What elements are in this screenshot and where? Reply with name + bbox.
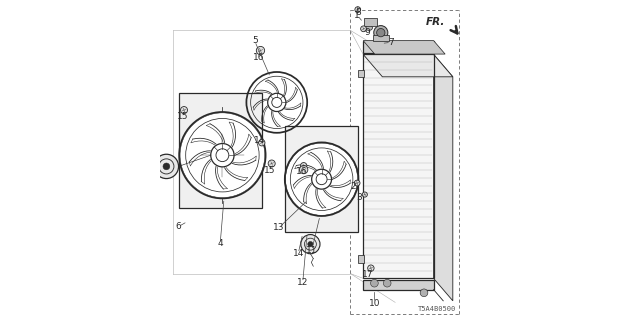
Bar <box>364 54 434 278</box>
Text: 16: 16 <box>253 53 264 62</box>
Text: 7: 7 <box>388 38 394 47</box>
Bar <box>358 70 364 77</box>
Bar <box>358 255 364 263</box>
Text: 14: 14 <box>254 136 266 145</box>
Bar <box>372 35 389 41</box>
Text: T5A4B0500: T5A4B0500 <box>418 306 456 312</box>
Circle shape <box>180 113 265 197</box>
Text: 16: 16 <box>296 167 307 176</box>
Circle shape <box>355 180 360 186</box>
Text: 15: 15 <box>264 166 276 175</box>
Text: 5: 5 <box>252 36 257 45</box>
Bar <box>179 93 262 208</box>
Text: 9: 9 <box>365 28 370 37</box>
Circle shape <box>301 235 320 254</box>
Text: 11: 11 <box>306 246 317 255</box>
Circle shape <box>154 154 179 179</box>
Bar <box>364 41 434 53</box>
Text: 3: 3 <box>356 193 362 202</box>
Circle shape <box>301 163 307 169</box>
Circle shape <box>259 140 265 146</box>
Circle shape <box>367 265 374 271</box>
Bar <box>364 54 434 278</box>
Text: FR.: FR. <box>426 17 445 28</box>
Text: 12: 12 <box>297 278 308 287</box>
Bar <box>364 18 377 26</box>
Text: 13: 13 <box>273 223 285 232</box>
Polygon shape <box>364 41 445 54</box>
Circle shape <box>383 279 391 287</box>
Text: 17: 17 <box>362 270 373 279</box>
Circle shape <box>355 7 361 12</box>
Circle shape <box>285 143 358 215</box>
Circle shape <box>300 165 308 174</box>
Text: 2: 2 <box>351 182 356 191</box>
Text: 10: 10 <box>369 299 380 308</box>
Bar <box>364 280 434 290</box>
Circle shape <box>256 46 265 55</box>
Circle shape <box>371 279 378 287</box>
Circle shape <box>163 163 170 170</box>
Text: 14: 14 <box>292 249 304 258</box>
Circle shape <box>362 192 367 197</box>
Circle shape <box>374 26 388 40</box>
Polygon shape <box>364 54 453 77</box>
Circle shape <box>420 289 428 297</box>
Text: 8: 8 <box>356 8 361 17</box>
Circle shape <box>308 242 313 247</box>
Text: 6: 6 <box>176 222 181 231</box>
Circle shape <box>361 26 366 32</box>
Text: 4: 4 <box>218 239 223 248</box>
Circle shape <box>376 28 385 37</box>
Ellipse shape <box>365 25 372 30</box>
Circle shape <box>180 107 188 114</box>
Polygon shape <box>434 54 453 301</box>
Text: 1: 1 <box>355 11 360 20</box>
Bar <box>285 126 358 232</box>
Text: 15: 15 <box>177 112 188 121</box>
Circle shape <box>268 160 275 167</box>
